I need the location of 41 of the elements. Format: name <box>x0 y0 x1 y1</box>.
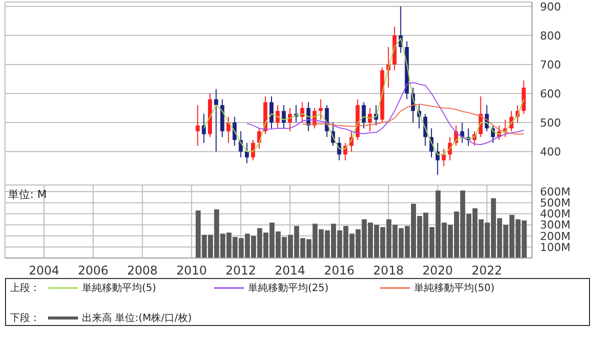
x-tick-label: 2014 <box>274 264 306 278</box>
y-tick-label: 400 <box>540 146 561 158</box>
candlestick <box>318 98 323 120</box>
legend-label: 出来高 単位:(M株/口/枚) <box>82 312 192 325</box>
candlestick <box>226 116 230 144</box>
legend-title: 下段： <box>10 312 41 325</box>
legend-label: 単純移動平均(50) <box>414 282 495 295</box>
y-tick-label: 200M <box>540 230 570 243</box>
x-tick-label: 2010 <box>176 264 207 278</box>
candlestick <box>270 96 274 129</box>
y-tick-label: 500 <box>540 116 561 130</box>
line-series <box>246 82 524 146</box>
y-tick-label: 600 <box>540 87 561 100</box>
candlestick <box>522 80 526 114</box>
y-tick-label: 900 <box>540 0 561 14</box>
x-tick-label: 2008 <box>127 264 158 278</box>
y-tick-label: 400M <box>540 208 570 221</box>
y-tick-label: 500M <box>540 196 570 210</box>
y-tick-label: 800 <box>540 29 561 42</box>
x-tick-label: 2016 <box>324 264 355 278</box>
legend-label: 単純移動平均(5) <box>82 282 156 295</box>
x-tick-label: 2022 <box>472 264 502 278</box>
candlestick <box>244 142 249 164</box>
candlestick <box>442 148 446 167</box>
candlestick <box>362 102 366 129</box>
x-tick-label: 2018 <box>373 264 404 278</box>
y-tick-label: 100M <box>540 240 570 254</box>
candlestick <box>282 104 286 129</box>
legend-title: 上段： <box>10 282 41 295</box>
y-tick-label: 700 <box>540 58 561 72</box>
x-tick-label: 2004 <box>28 264 60 278</box>
candlestick <box>251 139 256 161</box>
candlestick <box>214 88 218 152</box>
candlestick <box>196 104 200 146</box>
x-tick-label: 2006 <box>78 264 108 278</box>
y-tick-label: 300M <box>540 218 570 232</box>
x-tick-label: 2020 <box>422 264 453 278</box>
x-tick-label: 2012 <box>226 264 256 278</box>
y-axis-title: 単位: M <box>8 187 47 202</box>
legend-label: 単純移動平均(25) <box>248 282 329 295</box>
y-tick-label: 600M <box>540 186 570 199</box>
